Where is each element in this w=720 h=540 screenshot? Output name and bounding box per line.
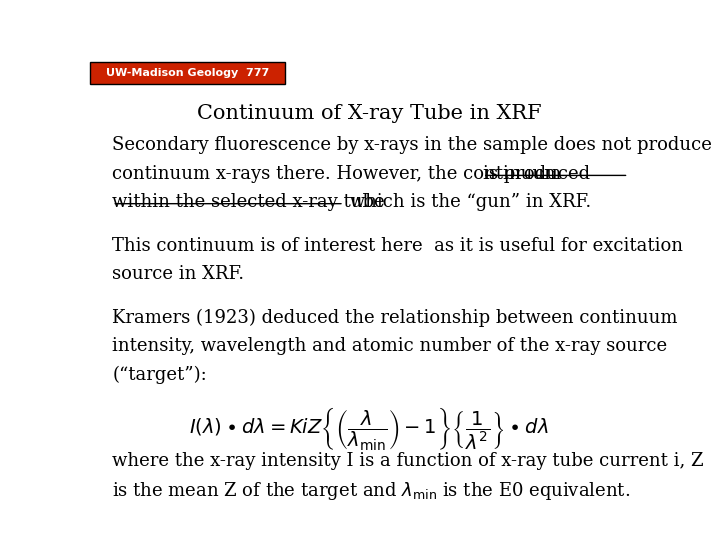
Text: is produced: is produced [483, 165, 590, 183]
Text: which is the “gun” in XRF.: which is the “gun” in XRF. [344, 193, 591, 211]
FancyBboxPatch shape [90, 62, 285, 84]
Text: $I(\lambda)\bullet d\lambda = KiZ\left\{\left(\dfrac{\lambda}{\lambda_{\mathrm{m: $I(\lambda)\bullet d\lambda = KiZ\left\{… [189, 405, 549, 452]
Text: intensity, wavelength and atomic number of the x-ray source: intensity, wavelength and atomic number … [112, 337, 667, 355]
Text: Continuum of X-ray Tube in XRF: Continuum of X-ray Tube in XRF [197, 104, 541, 123]
Text: where the x-ray intensity I is a function of x-ray tube current i, Z: where the x-ray intensity I is a functio… [112, 451, 704, 470]
Text: Kramers (1923) deduced the relationship between continuum: Kramers (1923) deduced the relationship … [112, 309, 678, 327]
Text: is the mean Z of the target and $\lambda_{\mathrm{min}}$ is the E0 equivalent.: is the mean Z of the target and $\lambda… [112, 480, 631, 502]
Text: continuum x-rays there. However, the continuum: continuum x-rays there. However, the con… [112, 165, 567, 183]
Text: source in XRF.: source in XRF. [112, 265, 245, 283]
Text: (“target”):: (“target”): [112, 366, 207, 383]
Text: Secondary fluorescence by x-rays in the sample does not produce: Secondary fluorescence by x-rays in the … [112, 136, 712, 154]
Text: within the selected x-ray tube: within the selected x-ray tube [112, 193, 385, 211]
Text: This continuum is of interest here  as it is useful for excitation: This continuum is of interest here as it… [112, 237, 683, 255]
Text: UW-Madison Geology  777: UW-Madison Geology 777 [106, 68, 269, 78]
